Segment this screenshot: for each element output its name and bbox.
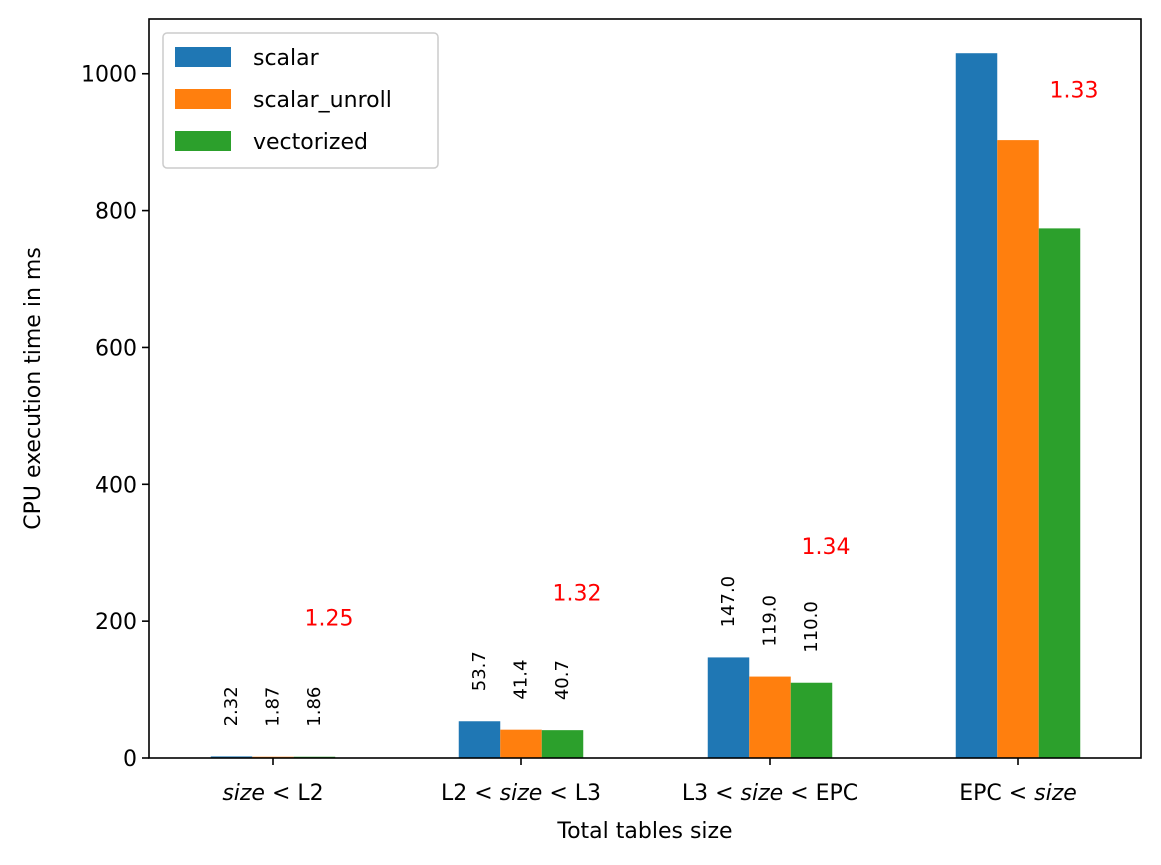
x-tick-label-part: size [1034, 781, 1077, 806]
y-tick-label: 200 [95, 610, 137, 635]
x-tick-label-part: < EPC [783, 781, 858, 806]
speedup-annotation: 1.33 [1050, 78, 1099, 103]
bar-scalar-2 [707, 657, 750, 758]
bar-scalar-3 [955, 53, 998, 759]
y-tick-label: 0 [123, 747, 137, 772]
bar-value-label: 147.0 [718, 576, 739, 628]
x-tick-label-part: L3 < [682, 781, 741, 806]
x-tick-label-part: EPC < [959, 781, 1034, 806]
bar-value-label: 1.86 [304, 687, 325, 727]
legend-label: vectorized [253, 130, 368, 155]
legend-label: scalar [253, 46, 320, 71]
legend-swatch-scalar [175, 47, 231, 67]
bar-scalar_unroll-1 [500, 729, 542, 758]
x-tick-label-part: < L2 [265, 781, 324, 806]
x-tick-label: L3 < size < EPC [682, 781, 858, 806]
bar-value-label: 40.7 [552, 660, 573, 700]
x-tick-label-part: L2 < [441, 781, 500, 806]
bar-vectorized-2 [790, 682, 833, 758]
y-axis-label: CPU execution time in ms [21, 247, 46, 530]
bar-vectorized-3 [1038, 228, 1081, 759]
x-tick-label: L2 < size < L3 [441, 781, 601, 806]
y-tick-label: 600 [95, 336, 137, 361]
bar-value-label: 41.4 [511, 660, 532, 700]
bar-value-label: 110.0 [801, 601, 822, 653]
legend-swatch-vectorized [175, 131, 231, 151]
y-tick-label: 800 [95, 200, 137, 225]
plot-frame [148, 18, 1142, 759]
bar-scalar_unroll-3 [997, 140, 1039, 758]
x-tick-label-part: size [500, 781, 543, 806]
legend-label: scalar_unroll [253, 88, 392, 113]
x-tick-label-part: size [741, 781, 784, 806]
bar-scalar_unroll-2 [749, 676, 791, 758]
speedup-annotation: 1.25 [305, 607, 354, 632]
y-tick-label: 1000 [81, 63, 137, 88]
bar-scalar-1 [458, 721, 501, 758]
bar-value-label: 2.32 [221, 686, 242, 726]
bar-vectorized-1 [541, 730, 584, 758]
speedup-annotation: 1.32 [553, 581, 602, 606]
bar-value-label: 1.87 [263, 687, 284, 727]
bar-value-label: 119.0 [760, 595, 781, 647]
x-axis-label: Total tables size [556, 819, 732, 844]
speedup-annotation: 1.34 [802, 535, 851, 560]
x-tick-label: EPC < size [959, 781, 1077, 806]
y-tick-label: 400 [95, 473, 137, 498]
bar-value-label: 53.7 [469, 651, 490, 691]
x-tick-label-part: < L3 [542, 781, 601, 806]
legend-swatch-scalar_unroll [175, 89, 231, 109]
x-tick-label: size < L2 [222, 781, 323, 806]
legend-box [162, 32, 439, 169]
x-tick-label-part: size [222, 781, 265, 806]
